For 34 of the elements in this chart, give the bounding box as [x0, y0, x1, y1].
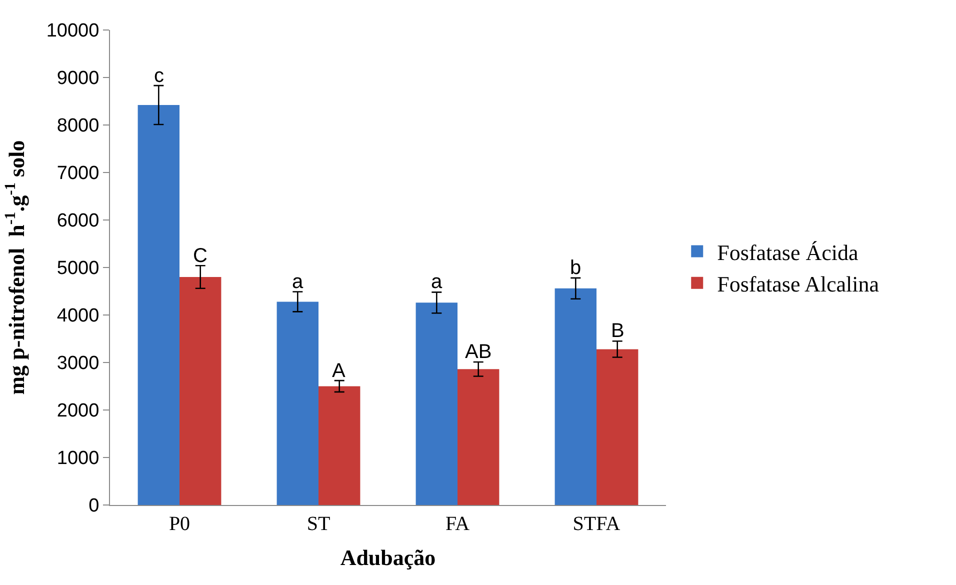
bar [276, 302, 318, 505]
bar [318, 386, 360, 505]
data-label: B [611, 320, 624, 342]
data-label: a [292, 271, 304, 293]
x-tick-label: ST [306, 513, 330, 535]
data-label: AB [465, 341, 492, 363]
y-tick-label: 6000 [56, 210, 100, 232]
y-tick-label: 8000 [56, 116, 100, 137]
y-tick-label: 2000 [56, 400, 100, 422]
bar [596, 349, 638, 505]
x-tick-label: P0 [168, 513, 190, 535]
y-tick-label: 10000 [46, 20, 100, 42]
x-axis-title: Adubação [340, 544, 436, 570]
bar [554, 288, 596, 505]
data-label: A [332, 360, 346, 382]
bar [458, 369, 500, 505]
bar [416, 302, 458, 505]
y-tick-label: 7000 [56, 163, 100, 184]
x-tick-label: FA [445, 513, 470, 535]
y-tick-label: 3000 [56, 353, 100, 374]
y-tick-label: 4000 [56, 306, 100, 327]
data-label: C [193, 245, 208, 267]
y-tick-label: 0 [88, 496, 100, 517]
data-label: a [431, 271, 443, 293]
bar [180, 277, 222, 505]
legend-label: Fosfatase Ácida [717, 240, 858, 265]
x-tick-label: STFA [572, 513, 621, 535]
bar [138, 105, 180, 505]
y-tick-label: 5000 [56, 258, 100, 280]
y-tick-label: 9000 [56, 68, 100, 90]
data-label: c [154, 65, 164, 87]
legend-label: Fosfatase Alcalina [717, 271, 880, 296]
y-tick-label: 1000 [56, 448, 100, 470]
data-label: b [570, 257, 582, 279]
